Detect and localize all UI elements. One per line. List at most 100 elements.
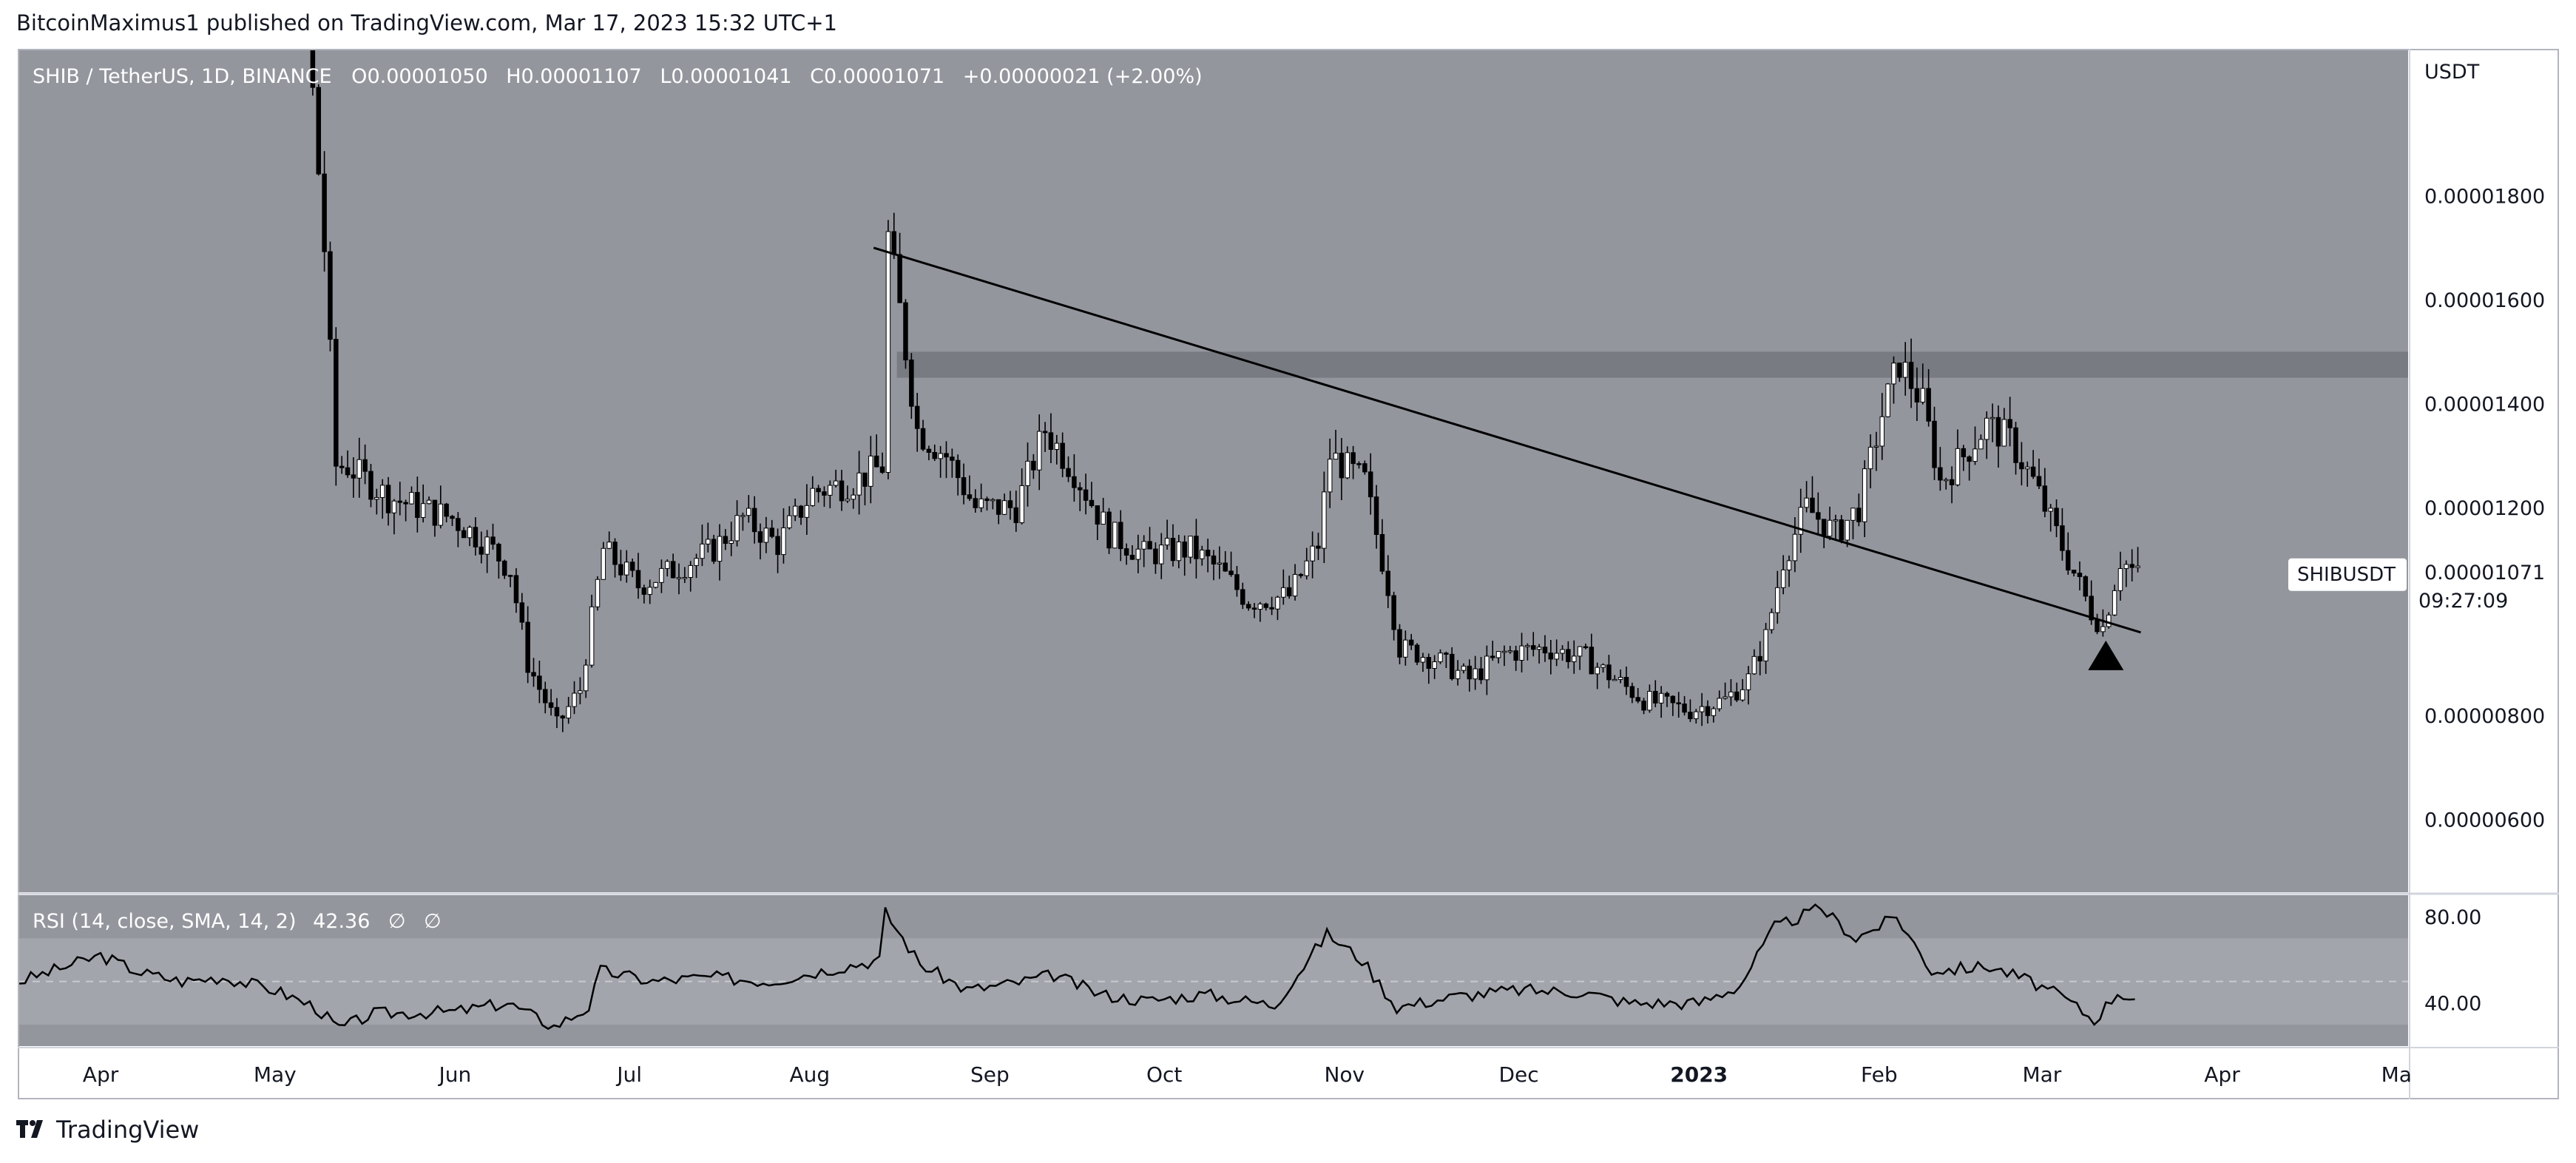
candle: [409, 486, 414, 505]
candle: [2013, 422, 2018, 475]
candle: [670, 553, 676, 579]
candle-body: [1077, 487, 1083, 491]
candle-body: [1810, 497, 1815, 513]
time-axis[interactable]: Apr May Jun Jul Aug Sep Oct Nov Dec 2023 Feb Mar Apr…: [83, 1062, 2412, 1087]
price-axis[interactable]: 0.00001800 0.00001600 0.00001400 0.00001200…: [2424, 186, 2545, 832]
candle: [1112, 522, 1118, 549]
candle: [415, 476, 420, 533]
candle: [1867, 434, 1873, 489]
candle-body: [1129, 554, 1135, 560]
candle: [1641, 698, 1646, 715]
candle-body: [1694, 711, 1699, 719]
candle-body: [1990, 417, 1995, 419]
candle: [1775, 570, 1780, 624]
candle: [2066, 532, 2071, 575]
candle: [1577, 646, 1583, 670]
candle-body: [1385, 570, 1391, 596]
candle-body: [2019, 462, 2024, 470]
candle-body: [1438, 653, 1443, 662]
candle: [1304, 547, 1309, 580]
candle: [1542, 635, 1548, 662]
candle-body: [1798, 507, 1803, 535]
candle-body: [914, 405, 920, 429]
candle-body: [334, 339, 339, 467]
candle: [542, 681, 548, 714]
footer-logo[interactable]: TradingView: [16, 1116, 199, 1144]
candle: [2024, 461, 2030, 487]
candle-body: [479, 546, 484, 555]
candle-body: [525, 621, 530, 673]
candle-body: [1902, 362, 1908, 378]
candle-body: [787, 515, 792, 528]
candle-body: [961, 477, 967, 496]
descending-trendline[interactable]: [873, 246, 2141, 634]
candle-body: [1123, 548, 1129, 556]
candle-body: [490, 536, 496, 545]
candle-body: [1548, 653, 1554, 660]
candle-body: [589, 606, 595, 666]
candle: [1536, 644, 1542, 664]
candle: [310, 50, 316, 96]
candle-body: [1251, 607, 1257, 610]
candle-body: [1967, 456, 1972, 462]
candle-body: [1717, 698, 1722, 709]
candle-body: [1414, 644, 1420, 663]
candle-body: [1449, 653, 1455, 679]
candle: [1653, 680, 1658, 707]
candle-body: [537, 675, 542, 690]
candle: [920, 419, 926, 451]
candle-body: [845, 499, 851, 502]
candle-body: [1083, 489, 1089, 501]
candle-body: [1444, 653, 1449, 655]
candle: [1856, 493, 1862, 527]
candle: [391, 499, 397, 535]
candle: [1083, 473, 1089, 515]
candle-body: [2089, 596, 2094, 621]
candle: [792, 498, 798, 522]
candle-body: [473, 527, 479, 547]
candle-body: [322, 173, 327, 252]
candle: [379, 479, 385, 519]
candle: [1879, 393, 1885, 460]
up-arrow-marker[interactable]: [2088, 640, 2124, 670]
candle: [294, 0, 298, 9]
candle: [879, 452, 885, 474]
candle: [1350, 445, 1356, 479]
candle: [1600, 663, 1606, 673]
candle-body: [635, 570, 641, 589]
candle: [554, 698, 560, 729]
candle-body: [2036, 476, 2042, 487]
symbol-price-tag: [2288, 558, 2407, 591]
candle-body: [1780, 569, 1786, 588]
candle: [531, 658, 536, 687]
candle-series[interactable]: [212, 0, 2140, 732]
candle-body: [711, 539, 717, 562]
candle-body: [1984, 417, 1990, 440]
candle-body: [1101, 511, 1106, 525]
rsi-legend: RSI (14, close, SMA, 14, 2) 42.36 ∅ ∅: [33, 910, 442, 933]
candle-body: [1200, 550, 1205, 559]
candle-body: [734, 515, 740, 542]
rsi-axis[interactable]: 80.00 40.00: [2424, 906, 2481, 1016]
resistance-zone[interactable]: [896, 351, 2408, 378]
candle-body: [461, 530, 467, 539]
candle: [1182, 535, 1187, 576]
candle: [2001, 408, 2007, 447]
candle: [1530, 632, 1536, 657]
rsi-line[interactable]: [19, 903, 2135, 1031]
candle: [1368, 453, 1373, 515]
candle: [444, 502, 449, 523]
candle-body: [1060, 442, 1065, 469]
candle: [1066, 456, 1071, 482]
rsi-tick-label: 80.00: [2424, 906, 2481, 929]
candle: [595, 576, 601, 611]
price-pane[interactable]: [19, 50, 2408, 892]
candle: [1612, 675, 1617, 681]
candle: [566, 696, 571, 724]
candle: [572, 681, 577, 715]
candle-body: [1763, 629, 1768, 661]
candle: [676, 563, 682, 595]
candle-body: [1647, 690, 1652, 711]
candle: [2117, 551, 2123, 601]
